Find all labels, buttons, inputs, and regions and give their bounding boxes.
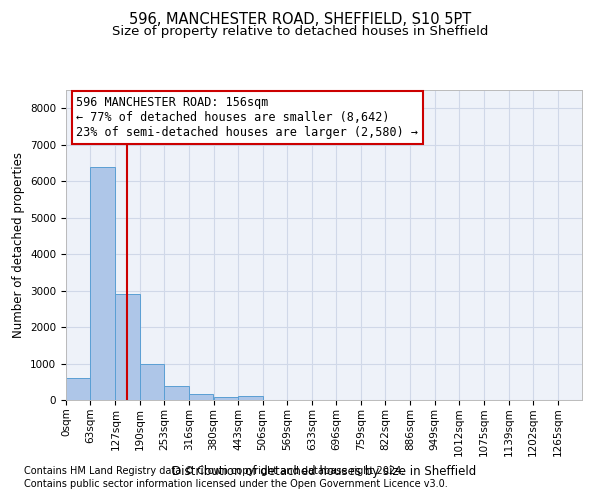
Bar xyxy=(115,294,140,400)
Text: Contains HM Land Registry data © Crown copyright and database right 2024.: Contains HM Land Registry data © Crown c… xyxy=(24,466,404,476)
Text: 596, MANCHESTER ROAD, SHEFFIELD, S10 5PT: 596, MANCHESTER ROAD, SHEFFIELD, S10 5PT xyxy=(129,12,471,28)
Bar xyxy=(189,394,213,400)
Text: Size of property relative to detached houses in Sheffield: Size of property relative to detached ho… xyxy=(112,25,488,38)
Bar xyxy=(140,364,164,400)
Bar xyxy=(91,166,115,400)
Bar xyxy=(238,396,263,400)
Y-axis label: Number of detached properties: Number of detached properties xyxy=(11,152,25,338)
Bar xyxy=(214,397,238,400)
X-axis label: Distribution of detached houses by size in Sheffield: Distribution of detached houses by size … xyxy=(172,464,476,477)
Text: Contains public sector information licensed under the Open Government Licence v3: Contains public sector information licen… xyxy=(24,479,448,489)
Text: 596 MANCHESTER ROAD: 156sqm
← 77% of detached houses are smaller (8,642)
23% of : 596 MANCHESTER ROAD: 156sqm ← 77% of det… xyxy=(76,96,418,139)
Bar xyxy=(164,386,189,400)
Bar xyxy=(66,378,91,400)
